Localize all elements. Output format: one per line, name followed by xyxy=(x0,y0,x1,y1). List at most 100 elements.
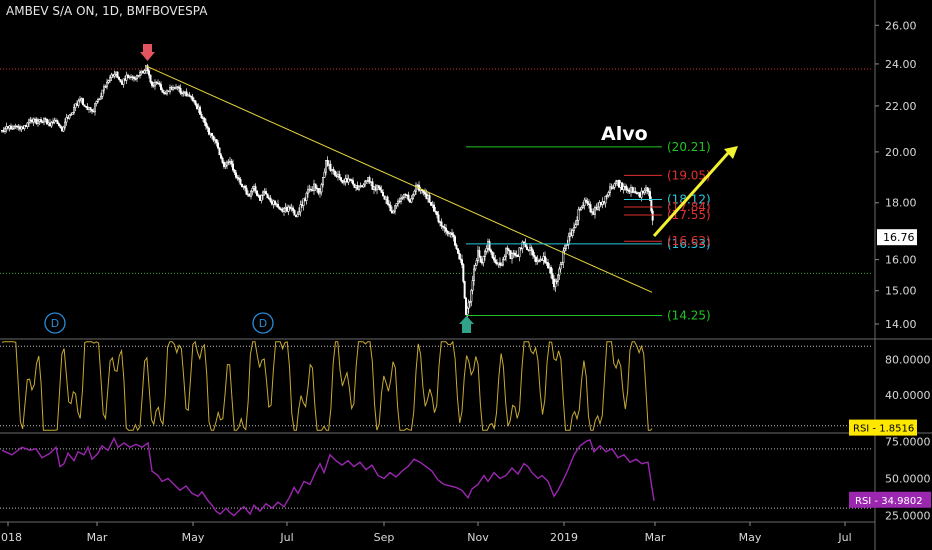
candle-body xyxy=(62,126,65,132)
candle-body xyxy=(106,81,109,88)
candle-body xyxy=(548,267,551,269)
candle-body xyxy=(371,181,374,190)
candle-body xyxy=(437,214,440,222)
candle-body xyxy=(470,290,473,302)
candle-body xyxy=(5,126,8,130)
candle-body xyxy=(245,187,248,195)
candle-body xyxy=(537,260,540,262)
candle-body xyxy=(584,199,587,202)
candle-body xyxy=(232,163,235,171)
candle-body xyxy=(551,273,554,280)
time-tick-label: May xyxy=(739,531,762,544)
candle-body xyxy=(365,180,368,183)
rsi1-tag-label: RSI - 1.8516 xyxy=(853,424,914,435)
candle-body xyxy=(488,241,491,251)
candle-body xyxy=(211,132,214,137)
candle-body xyxy=(236,176,239,179)
candle-body xyxy=(293,210,296,216)
candle-body xyxy=(91,109,94,112)
candle-body xyxy=(200,114,203,119)
candle-body xyxy=(158,82,161,85)
candle-body xyxy=(626,189,629,191)
candle-body xyxy=(578,208,581,211)
candle-body xyxy=(239,179,242,185)
candle-body xyxy=(357,186,360,190)
candle-body xyxy=(217,142,220,149)
candle-body xyxy=(308,188,311,191)
dividend-marker-label: D xyxy=(51,317,59,330)
candle-body xyxy=(297,211,300,215)
candle-body xyxy=(324,159,327,173)
candle-body xyxy=(85,105,88,108)
rsi-pane-2[interactable] xyxy=(0,436,872,517)
rsi-pane-1[interactable] xyxy=(0,340,872,432)
candle-body xyxy=(314,183,317,189)
time-tick-label: Mar xyxy=(87,531,108,544)
candle-body xyxy=(622,186,625,191)
level-label: (16.53) xyxy=(667,237,711,251)
rsi2-tick-label: 75.0000 xyxy=(885,435,931,448)
candle-body xyxy=(77,100,80,106)
chart-title: AMBEV S/A ON, 1D, BMFBOVESPA xyxy=(6,4,208,18)
candle-body xyxy=(71,112,74,115)
candle-body xyxy=(59,125,62,128)
candle-body xyxy=(483,251,486,257)
candle-body xyxy=(122,78,125,85)
candle-body xyxy=(398,200,401,203)
candle-body xyxy=(458,253,461,260)
candle-body xyxy=(521,241,524,249)
candle-body xyxy=(416,184,419,187)
candle-body xyxy=(244,185,247,189)
candle-body xyxy=(372,186,375,190)
dividend-marker-icon xyxy=(252,312,274,334)
candle-body xyxy=(434,210,437,213)
candle-body xyxy=(453,236,456,246)
candle-body xyxy=(354,185,357,188)
candle-body xyxy=(610,186,613,189)
candle-body xyxy=(404,193,407,196)
candle-body xyxy=(545,262,548,264)
candle-body xyxy=(443,226,446,229)
level-label: (19.05) xyxy=(667,168,711,182)
rsi2-tag-label: RSI - 34.9802 xyxy=(855,496,923,507)
candle-body xyxy=(282,208,285,213)
candle-body xyxy=(214,139,217,141)
candle-body xyxy=(356,185,359,190)
candle-body xyxy=(73,107,76,113)
candle-body xyxy=(251,187,254,192)
candle-body xyxy=(446,231,449,234)
candle-body xyxy=(332,168,335,172)
candle-body xyxy=(10,125,13,130)
price-pane[interactable]: (20.21)(19.05)(18.12)(17.84)(17.55)(16.5… xyxy=(0,44,872,334)
low-marker-icon xyxy=(459,316,474,324)
candle-body xyxy=(124,78,127,81)
candle-body xyxy=(378,187,381,191)
candle-body xyxy=(428,195,431,203)
candle-body xyxy=(83,104,86,107)
candle-body xyxy=(17,126,20,128)
candle-body xyxy=(169,87,172,92)
target-arrow-head xyxy=(724,146,738,159)
candle-body xyxy=(161,89,164,93)
candle-body xyxy=(631,187,634,193)
candle-body xyxy=(460,259,463,265)
candle-body xyxy=(362,184,365,188)
candle-body xyxy=(125,74,128,81)
candle-body xyxy=(68,114,71,119)
candle-body xyxy=(601,201,604,205)
candle-body xyxy=(170,87,173,90)
candle-body xyxy=(128,76,131,79)
candle-body xyxy=(255,190,258,196)
dividend-marker-label: D xyxy=(259,317,267,330)
candle-body xyxy=(333,170,336,176)
candle-body xyxy=(558,268,561,276)
candle-body xyxy=(38,119,41,122)
candle-body xyxy=(48,122,51,127)
candle-body xyxy=(229,160,232,164)
candle-body xyxy=(0,130,3,132)
candle-body xyxy=(18,126,21,130)
candle-body xyxy=(462,264,465,282)
candle-body xyxy=(492,257,495,261)
